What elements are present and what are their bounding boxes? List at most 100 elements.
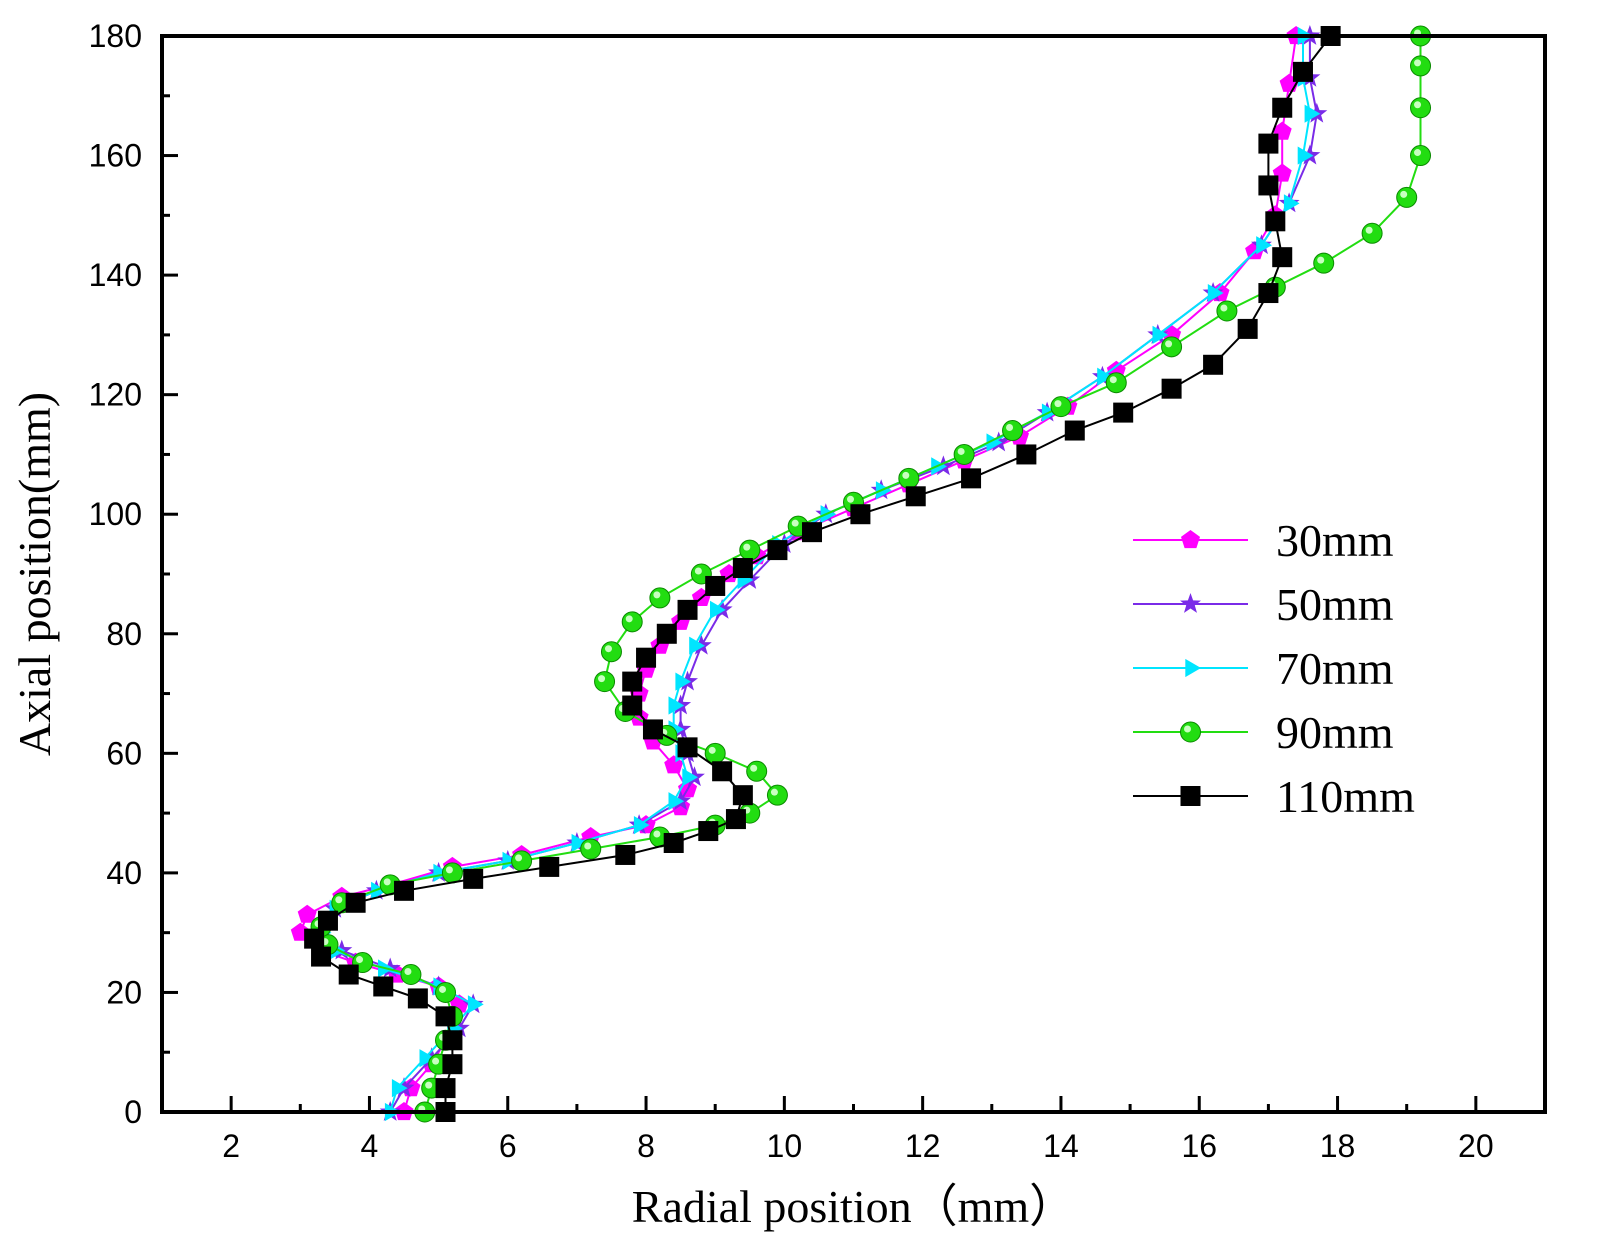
data-point-90mm-highlight (847, 495, 854, 503)
data-point-70mm (682, 768, 698, 787)
data-point-90mm-highlight (404, 968, 412, 976)
data-point-90mm (1410, 97, 1432, 119)
data-point-70mm (433, 863, 450, 882)
data-point-90mm-highlight (383, 878, 391, 886)
data-point-70mm (391, 1079, 408, 1098)
data-point-90mm-highlight (1365, 226, 1373, 234)
data-point-110mm (705, 575, 726, 596)
data-point-90mm-highlight (750, 764, 758, 772)
data-point-70mm (1097, 367, 1113, 386)
data-point-70mm (1297, 146, 1314, 165)
data-point-110mm (1272, 97, 1293, 118)
x-tick-label: 16 (1181, 1128, 1217, 1164)
data-point-110mm (435, 1006, 456, 1027)
data-point-90mm (1410, 145, 1432, 167)
data-point-110mm (338, 964, 359, 985)
data-point-110mm (677, 737, 698, 758)
data-point-90mm-highlight (584, 842, 592, 850)
data-point-70mm (710, 600, 726, 619)
data-point-90mm-highlight (445, 866, 453, 874)
data-point-110mm (407, 988, 428, 1009)
data-point-90mm-body (739, 539, 761, 561)
data-point-90mm (1410, 55, 1432, 77)
data-point-90mm (441, 862, 463, 884)
data-point-90mm (1396, 186, 1418, 208)
data-point-90mm-body (1313, 252, 1335, 274)
y-tick-label: 80 (106, 616, 142, 652)
legend-marker (1180, 786, 1201, 806)
data-point-90mm-highlight (604, 645, 612, 653)
data-point-90mm (704, 742, 726, 764)
data-point-110mm (345, 892, 366, 913)
data-point-90mm-highlight (1400, 190, 1408, 198)
data-point-110mm (677, 599, 698, 620)
data-point-90mm-body (766, 784, 788, 806)
data-point-90mm-highlight (957, 447, 965, 455)
series-110mm (304, 26, 1341, 1122)
data-point-90mm-highlight (708, 746, 716, 754)
data-point-90mm-highlight (625, 615, 633, 623)
data-point-90mm-highlight (425, 1081, 433, 1089)
data-point-110mm (698, 821, 719, 842)
data-point-90mm-highlight (770, 788, 778, 796)
data-point-110mm (394, 880, 415, 901)
data-point-110mm (1258, 133, 1279, 154)
data-point-90mm-body (435, 981, 457, 1003)
data-point-90mm (1002, 420, 1024, 442)
y-tick-label: 60 (106, 735, 142, 771)
data-point-70mm (668, 792, 685, 811)
data-point-90mm-highlight (694, 567, 702, 575)
y-tick-label: 0 (124, 1094, 142, 1130)
legend-marker-highlight (1184, 725, 1191, 733)
legend-marker (1181, 530, 1200, 549)
data-point-110mm (802, 522, 823, 543)
data-point-90mm-highlight (335, 896, 343, 904)
data-point-110mm (725, 809, 746, 830)
x-axis-title: Radial position（mm） (632, 1181, 1075, 1232)
y-tick-label: 100 (89, 496, 142, 532)
data-point-90mm-body (1216, 300, 1238, 322)
data-point-110mm (622, 695, 643, 716)
data-point-90mm-highlight (1165, 340, 1173, 348)
data-point-110mm (732, 558, 753, 579)
data-point-90mm-highlight (653, 830, 661, 838)
data-point-90mm (649, 587, 671, 609)
axes-layer: 2 4 6 8 10 12 14 16 18 20 0 20 40 60 80 100 120 140 160 180 (89, 18, 1494, 1164)
legend-marker (1180, 593, 1201, 613)
data-point-90mm (746, 760, 768, 782)
legend-marker-body (1180, 721, 1201, 743)
legend-label: 70mm (1276, 643, 1394, 694)
y-tick-label: 120 (89, 377, 142, 413)
legend-label: 90mm (1276, 707, 1394, 758)
data-point-90mm-highlight (439, 985, 447, 993)
data-point-70mm (875, 481, 892, 500)
data-point-90mm-highlight (743, 543, 751, 551)
legend-label: 110mm (1276, 771, 1415, 822)
x-tick-label: 20 (1458, 1128, 1494, 1164)
data-point-110mm (1016, 444, 1037, 465)
data-point-90mm-highlight (1220, 304, 1228, 312)
data-point-90mm-body (746, 760, 768, 782)
data-point-90mm (898, 467, 920, 489)
data-point-110mm (304, 928, 325, 949)
series-90mm (310, 25, 1432, 1123)
data-point-110mm (311, 946, 332, 967)
data-point-90mm (739, 539, 761, 561)
data-point-70mm (467, 995, 484, 1014)
data-point-110mm (442, 1030, 463, 1051)
data-point-90mm-highlight (432, 1057, 440, 1065)
data-point-90mm-highlight (1006, 424, 1014, 432)
data-point-70mm (633, 816, 650, 835)
data-point-90mm (1050, 396, 1072, 418)
data-point-110mm (317, 910, 338, 931)
data-point-90mm-body (1002, 420, 1024, 442)
data-point-110mm (463, 868, 484, 889)
x-tick-label: 4 (361, 1128, 379, 1164)
data-point-90mm-highlight (598, 675, 606, 683)
data-point-110mm (539, 856, 560, 877)
data-point-110mm (1237, 318, 1258, 339)
x-tick-label: 18 (1320, 1128, 1356, 1164)
data-point-110mm (615, 844, 636, 865)
y-tick-label: 160 (89, 138, 142, 174)
data-point-90mm (766, 784, 788, 806)
